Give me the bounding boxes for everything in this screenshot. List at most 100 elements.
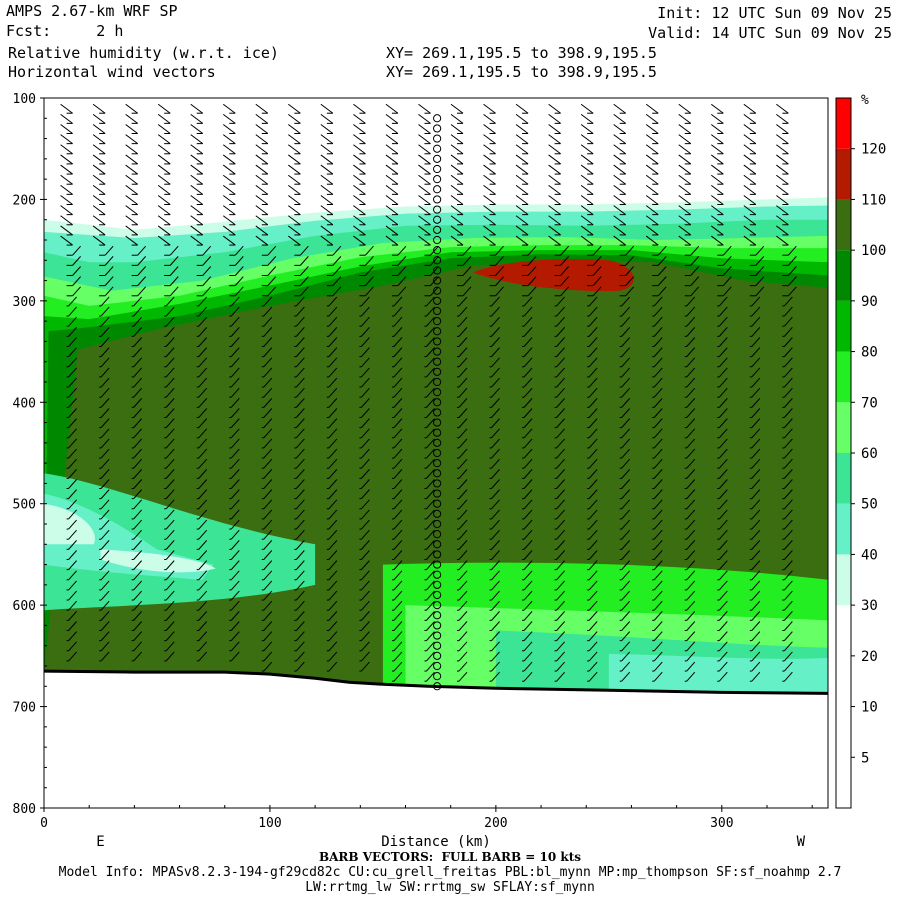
wind-barb-flag bbox=[361, 377, 370, 388]
wind-barb-flag bbox=[426, 479, 435, 489]
wind-barb-flag bbox=[613, 124, 626, 134]
wind-barb-flag bbox=[72, 266, 81, 276]
wind-barb-flag bbox=[483, 124, 496, 134]
wind-barb-flag bbox=[100, 621, 110, 631]
wind-barb-flag bbox=[165, 651, 175, 662]
wind-barb-flag bbox=[783, 671, 793, 682]
wind-barb-flag bbox=[133, 550, 143, 560]
wind-barb-flag bbox=[718, 387, 728, 398]
calm-marker bbox=[433, 489, 442, 498]
wind-barb-flag bbox=[783, 367, 793, 378]
wind-barb-flag bbox=[68, 469, 77, 479]
field-label-wind: Horizontal wind vectors bbox=[8, 63, 216, 81]
wind-barb-flag bbox=[458, 529, 468, 540]
wind-barb-flag bbox=[458, 631, 468, 641]
wind-barb-flag bbox=[458, 387, 468, 398]
wind-barb-flag bbox=[198, 489, 208, 499]
wind-barb-flag bbox=[68, 529, 77, 540]
wind-barb-flag bbox=[68, 489, 77, 499]
x-tick-label: 300 bbox=[710, 816, 733, 831]
wind-barb-flag bbox=[718, 621, 728, 631]
colorbar-label: 70 bbox=[861, 395, 878, 411]
wind-barb-flag bbox=[263, 448, 273, 459]
colorbar-label: 60 bbox=[861, 446, 878, 462]
wind-barb-flag bbox=[198, 570, 208, 581]
colorbar-segment bbox=[836, 402, 851, 453]
calm-marker bbox=[433, 337, 442, 346]
wind-barb-flag bbox=[361, 327, 370, 337]
wind-barb-flag bbox=[267, 245, 277, 256]
wind-barb-flag bbox=[190, 215, 204, 226]
wind-barb-flag bbox=[104, 256, 114, 266]
wind-barb-flag bbox=[548, 174, 561, 185]
wind-barb-flag bbox=[263, 489, 273, 499]
wind-barb-flag bbox=[686, 448, 696, 459]
wind-barb-flag bbox=[621, 377, 631, 388]
wind-barb-flag bbox=[328, 296, 338, 307]
wind-barb-flag bbox=[198, 337, 208, 347]
wind-barb-flag bbox=[234, 286, 244, 297]
wind-barb-flag bbox=[353, 205, 366, 216]
wind-barb-flag bbox=[198, 296, 208, 307]
wind-barb-flag bbox=[653, 540, 663, 550]
wind-barb-flag bbox=[783, 590, 793, 601]
wind-barb-flag bbox=[458, 408, 468, 418]
wind-barb-flag bbox=[657, 256, 667, 266]
y-tick-label: 800 bbox=[13, 802, 36, 817]
colorbar-label: 20 bbox=[861, 649, 878, 665]
wind-barb-flag bbox=[556, 631, 565, 641]
wind-barb-flag bbox=[613, 134, 626, 145]
wind-barb-flag bbox=[783, 509, 793, 520]
wind-barb-flag bbox=[68, 357, 77, 368]
wind-barb-flag bbox=[751, 631, 761, 641]
wind-barb-flag bbox=[483, 164, 496, 175]
wind-barb-flag bbox=[202, 256, 212, 266]
wind-barb-flag bbox=[592, 276, 602, 286]
wind-barb-flag bbox=[353, 225, 366, 236]
wind-barb-flag bbox=[653, 611, 663, 621]
wind-barb-flag bbox=[295, 377, 305, 388]
wind-barb-flag bbox=[393, 651, 403, 662]
wind-barb-flag bbox=[751, 661, 761, 672]
wind-barb-flag bbox=[393, 347, 403, 357]
wind-barb-flag bbox=[580, 205, 594, 216]
wind-barb-flag bbox=[92, 154, 106, 165]
wind-barb-flag bbox=[458, 438, 468, 449]
wind-barb-flag bbox=[133, 377, 143, 388]
wind-barb-flag bbox=[263, 479, 273, 489]
wind-barb-flag bbox=[255, 235, 269, 246]
wind-barb-flag bbox=[556, 438, 565, 449]
wind-barb-flag bbox=[165, 377, 175, 388]
wind-barb-flag bbox=[548, 103, 561, 114]
wind-barb-flag bbox=[418, 124, 431, 134]
wind-barb-flag bbox=[523, 570, 533, 581]
wind-barb-flag bbox=[690, 276, 700, 286]
wind-barb-flag bbox=[523, 641, 533, 652]
wind-barb-flag bbox=[202, 276, 212, 286]
wind-barb-flag bbox=[295, 479, 305, 489]
wind-barb-flag bbox=[690, 256, 700, 266]
wind-barb-flag bbox=[718, 600, 728, 611]
wind-barb-flag bbox=[462, 245, 472, 256]
wind-barb-flag bbox=[621, 590, 631, 601]
wind-barb-flag bbox=[68, 428, 77, 439]
wind-barb-flag bbox=[60, 124, 73, 134]
wind-barb-flag bbox=[783, 387, 793, 398]
wind-barb-flag bbox=[491, 316, 500, 327]
wind-barb-flag bbox=[288, 195, 301, 205]
wind-barb-flag bbox=[385, 103, 399, 114]
wind-barb-flag bbox=[776, 124, 789, 134]
wind-barb-flag bbox=[230, 408, 240, 418]
wind-barb-flag bbox=[60, 144, 73, 155]
wind-barb-flag bbox=[230, 347, 240, 357]
wind-barb-flag bbox=[718, 316, 728, 327]
wind-barb-flag bbox=[320, 235, 334, 246]
calm-marker bbox=[433, 185, 442, 194]
wind-barb-flag bbox=[491, 418, 500, 428]
wind-barb-flag bbox=[263, 621, 273, 631]
wind-barb-flag bbox=[295, 661, 305, 672]
wind-barb-flag bbox=[426, 337, 435, 347]
wind-barb-flag bbox=[523, 347, 533, 357]
wind-barb-flag bbox=[556, 590, 565, 601]
wind-barb-flag bbox=[426, 306, 435, 317]
